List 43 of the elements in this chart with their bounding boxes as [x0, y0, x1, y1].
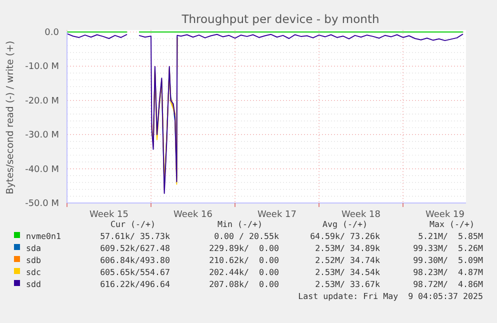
legend-label: sdb — [26, 255, 41, 265]
text: 5.21M/ 5.85M — [418, 231, 484, 241]
text: 2.52M/ 34.74k — [315, 255, 380, 265]
text: Max (-/+) — [430, 219, 474, 229]
text: 210.62k/ 0.00 — [209, 255, 279, 265]
chart-title: Throughput per device - by month — [180, 12, 380, 26]
y-axis-title: Bytes/second read (-) / write (+) — [5, 40, 16, 194]
y-tick-label: -10.0 M — [25, 62, 59, 72]
text: 207.08k/ 0.00 — [209, 279, 279, 289]
text: 57.61k/ 35.73k — [100, 231, 170, 241]
text: 606.84k/493.80 — [100, 255, 170, 265]
y-tick-label: 0.0 — [44, 28, 60, 38]
x-tick-label: Week 17 — [258, 210, 296, 220]
text: 98.72M/ 4.86M — [413, 279, 483, 289]
text: 2.53M/ 34.54k — [315, 267, 380, 277]
text: Cur (-/+) — [110, 219, 156, 229]
text: 605.65k/554.67 — [100, 267, 170, 277]
text: 99.30M/ 5.09M — [413, 255, 483, 265]
x-tick-label: Week 16 — [174, 210, 213, 220]
legend-label: sdd — [26, 279, 41, 289]
text: 2.53M/ 33.67k — [315, 279, 380, 289]
text: 202.44k/ 0.00 — [209, 267, 279, 277]
x-tick-label: Week 19 — [426, 210, 465, 220]
text: Avg (-/+) — [322, 219, 368, 229]
text: 609.52k/627.48 — [100, 243, 170, 253]
y-tick-label: -20.0 M — [25, 96, 59, 106]
text: Last update: Fri May 9 04:05:37 2025 — [298, 291, 483, 301]
y-tick-label: -30.0 M — [25, 130, 59, 141]
legend-label: sda — [26, 243, 41, 253]
text: Min (-/+) — [218, 219, 262, 229]
y-tick-label: -40.0 M — [25, 164, 59, 175]
text: 2.53M/ 34.89k — [315, 243, 380, 253]
y-tick-label: -50.0 M — [25, 199, 59, 209]
legend-label: sdc — [26, 267, 41, 277]
x-tick-label: Week 15 — [90, 210, 128, 220]
text: 616.22k/496.64 — [100, 279, 170, 289]
text: 0.00 / 20.55k — [214, 231, 280, 241]
legend-label: nvme0n1 — [26, 231, 61, 241]
text: 99.33M/ 5.26M — [413, 243, 483, 253]
text: 229.89k/ 0.00 — [209, 243, 279, 253]
text: 64.59k/ 73.26k — [310, 231, 380, 241]
text: 98.23M/ 4.87M — [413, 267, 483, 277]
x-tick-label: Week 18 — [342, 210, 381, 220]
